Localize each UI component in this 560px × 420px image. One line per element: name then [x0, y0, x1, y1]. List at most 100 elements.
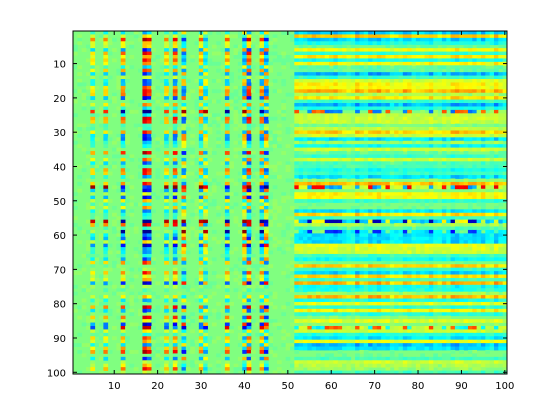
heatmap-cell	[164, 85, 169, 90]
heatmap-cell	[294, 236, 300, 241]
heatmap-cell	[259, 151, 265, 155]
heatmap-cell	[259, 61, 265, 66]
heatmap-cell	[203, 133, 208, 138]
heatmap-cell	[112, 205, 117, 210]
heatmap-cell	[216, 181, 221, 186]
heatmap-cell	[311, 209, 317, 214]
heatmap-cell	[376, 31, 382, 35]
heatmap-cell	[320, 199, 326, 203]
heatmap-cell	[164, 92, 169, 97]
heatmap-cell	[337, 154, 343, 159]
heatmap-cell	[316, 161, 321, 166]
heatmap-cell	[303, 99, 308, 104]
heatmap-cell	[428, 65, 434, 70]
heatmap-cell	[94, 277, 100, 282]
heatmap-cell	[307, 277, 313, 282]
heatmap-cell	[86, 58, 91, 63]
heatmap-cell	[502, 253, 508, 258]
heatmap-cell	[172, 260, 178, 265]
heatmap-cell	[246, 106, 252, 111]
heatmap-cell	[311, 212, 317, 217]
heatmap-cell	[333, 116, 339, 121]
heatmap-cell	[307, 65, 313, 70]
heatmap-cell	[329, 257, 334, 262]
heatmap-cell	[476, 106, 482, 111]
heatmap-cell	[480, 79, 486, 83]
heatmap-cell	[472, 168, 478, 173]
heatmap-cell	[320, 171, 326, 176]
heatmap-cell	[498, 161, 504, 166]
heatmap-cell	[103, 277, 109, 282]
heatmap-cell	[493, 130, 499, 135]
heatmap-cell	[355, 188, 360, 193]
heatmap-cell	[298, 120, 304, 125]
heatmap-cell	[476, 31, 482, 35]
heatmap-cell	[389, 277, 395, 282]
heatmap-cell	[350, 205, 356, 210]
heatmap-cell	[446, 233, 451, 238]
heatmap-cell	[246, 79, 252, 83]
heatmap-cell	[363, 274, 369, 279]
heatmap-cell	[402, 271, 408, 275]
heatmap-cell	[164, 281, 169, 286]
heatmap-cell	[311, 168, 317, 173]
heatmap-cell	[172, 116, 178, 121]
heatmap-cell	[268, 68, 274, 73]
heatmap-cell	[485, 161, 491, 166]
heatmap-cell	[480, 51, 486, 56]
heatmap-cell	[363, 236, 369, 241]
heatmap-cell	[172, 137, 178, 142]
heatmap-cell	[476, 264, 482, 269]
heatmap-cell	[329, 48, 334, 52]
heatmap-cell	[359, 68, 365, 73]
heatmap-cell	[316, 34, 321, 39]
heatmap-cell	[467, 89, 473, 94]
heatmap-cell	[446, 192, 451, 197]
heatmap-cell	[454, 44, 460, 49]
heatmap-cell	[311, 51, 317, 56]
heatmap-cell	[355, 137, 360, 142]
heatmap-cell	[151, 209, 156, 214]
heatmap-cell	[181, 161, 187, 166]
heatmap-cell	[333, 113, 339, 118]
heatmap-cell	[103, 157, 109, 162]
heatmap-cell	[290, 34, 295, 39]
heatmap-cell	[446, 113, 451, 118]
heatmap-cell	[389, 216, 395, 221]
heatmap-cell	[398, 236, 404, 241]
heatmap-cell	[498, 99, 504, 104]
heatmap-cell	[381, 89, 386, 94]
heatmap-cell	[454, 181, 460, 186]
heatmap-cell	[402, 120, 408, 125]
heatmap-cell	[489, 140, 495, 145]
heatmap-cell	[120, 85, 126, 90]
heatmap-cell	[272, 185, 278, 190]
heatmap-cell	[229, 92, 234, 97]
heatmap-cell	[472, 106, 478, 111]
heatmap-cell	[502, 195, 508, 200]
heatmap-cell	[428, 51, 434, 56]
heatmap-cell	[402, 116, 408, 121]
heatmap-cell	[385, 79, 391, 83]
heatmap-cell	[355, 75, 360, 80]
heatmap-cell	[303, 236, 308, 241]
heatmap-cell	[203, 34, 208, 39]
heatmap-cell	[324, 185, 330, 190]
heatmap-cell	[316, 72, 321, 76]
heatmap-cell	[398, 113, 404, 118]
heatmap-cell	[125, 199, 130, 203]
heatmap-cell	[355, 168, 360, 173]
heatmap-cell	[237, 171, 243, 176]
heatmap-cell	[359, 161, 365, 166]
heatmap-cell	[224, 226, 230, 231]
heatmap-cell	[485, 264, 491, 269]
heatmap-cell	[385, 223, 391, 227]
heatmap-cell	[112, 154, 117, 159]
heatmap-cell	[177, 164, 182, 169]
heatmap-cell	[472, 240, 478, 245]
heatmap-cell	[281, 61, 287, 66]
heatmap-cell	[402, 109, 408, 114]
heatmap-cell	[472, 109, 478, 114]
heatmap-cell	[428, 37, 434, 42]
heatmap-cell	[259, 92, 265, 97]
